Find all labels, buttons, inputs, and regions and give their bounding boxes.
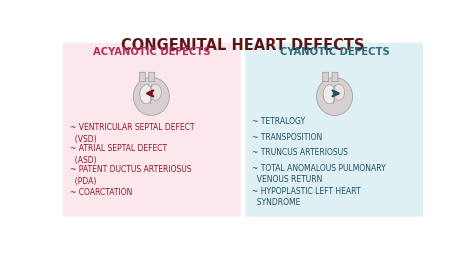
FancyBboxPatch shape bbox=[63, 43, 241, 217]
Ellipse shape bbox=[133, 77, 169, 115]
Ellipse shape bbox=[323, 85, 336, 104]
Text: ACYANOTIC DEFECTS: ACYANOTIC DEFECTS bbox=[92, 47, 210, 57]
FancyBboxPatch shape bbox=[245, 43, 423, 217]
FancyBboxPatch shape bbox=[149, 72, 155, 82]
FancyBboxPatch shape bbox=[323, 72, 328, 82]
Text: CYANOTIC DEFECTS: CYANOTIC DEFECTS bbox=[280, 47, 390, 57]
Text: CONGENITAL HEART DEFECTS: CONGENITAL HEART DEFECTS bbox=[121, 38, 365, 53]
Text: ~ PATENT DUCTUS ARTERIOSUS
  (PDA): ~ PATENT DUCTUS ARTERIOSUS (PDA) bbox=[70, 165, 191, 186]
Ellipse shape bbox=[333, 84, 345, 100]
Text: ~ COARCTATION: ~ COARCTATION bbox=[70, 188, 132, 197]
Text: ~ TOTAL ANOMALOUS PULMONARY
  VENOUS RETURN: ~ TOTAL ANOMALOUS PULMONARY VENOUS RETUR… bbox=[252, 164, 386, 184]
Text: ~ HYPOPLASTIC LEFT HEART
  SYNDROME: ~ HYPOPLASTIC LEFT HEART SYNDROME bbox=[252, 187, 361, 207]
Ellipse shape bbox=[140, 85, 153, 104]
Ellipse shape bbox=[317, 77, 353, 115]
Text: ~ VENTRICULAR SEPTAL DEFECT
  (VSD): ~ VENTRICULAR SEPTAL DEFECT (VSD) bbox=[70, 123, 194, 144]
Text: ~ TRANSPOSITION: ~ TRANSPOSITION bbox=[252, 133, 322, 142]
FancyBboxPatch shape bbox=[332, 72, 338, 82]
FancyBboxPatch shape bbox=[139, 72, 146, 82]
Text: ~ TRUNCUS ARTERIOSUS: ~ TRUNCUS ARTERIOSUS bbox=[252, 148, 348, 157]
Text: ~ ATRIAL SEPTAL DEFECT
  (ASD): ~ ATRIAL SEPTAL DEFECT (ASD) bbox=[70, 144, 167, 165]
Ellipse shape bbox=[150, 84, 162, 100]
Text: ~ TETRALOGY: ~ TETRALOGY bbox=[252, 117, 305, 126]
